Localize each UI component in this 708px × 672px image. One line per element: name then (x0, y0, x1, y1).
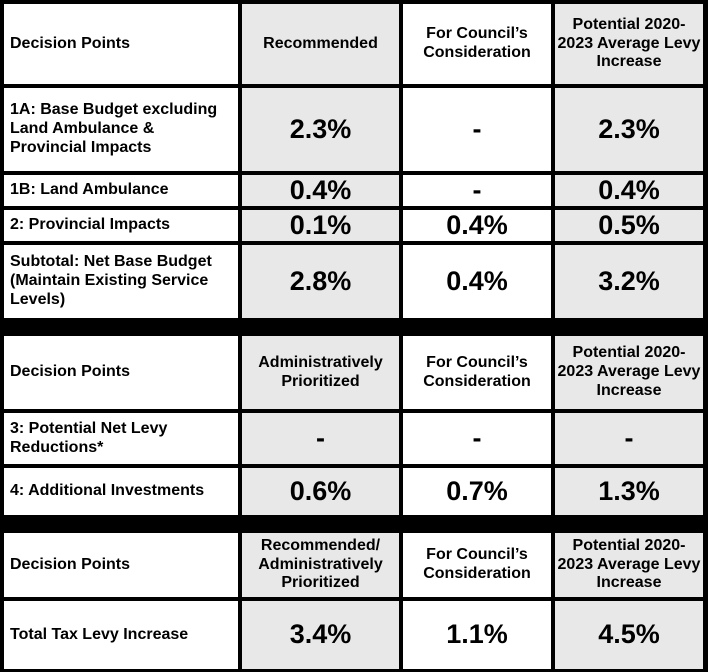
row-total-recommended: 3.4% (242, 601, 399, 669)
header-decision-points: Decision Points (4, 336, 238, 409)
row-label-3: 3: Potential Net Levy Reductions* (4, 413, 238, 464)
row-1a-recommended: 2.3% (242, 88, 399, 171)
row-subtotal-potential: 3.2% (555, 245, 703, 318)
row-label-1a: 1A: Base Budget excluding Land Ambulance… (4, 88, 238, 171)
row-total-council: 1.1% (403, 601, 551, 669)
row-1b-potential: 0.4% (555, 175, 703, 206)
header-council-consideration: For Council’s Consideration (403, 336, 551, 409)
row-total-potential: 4.5% (555, 601, 703, 669)
header-potential-levy-increase: Potential 2020-2023 Average Levy Increas… (555, 4, 703, 84)
header-recommended: Recommended (242, 4, 399, 84)
row-1b-council: - (403, 175, 551, 206)
row-label-4: 4: Additional Investments (4, 468, 238, 515)
header-decision-points: Decision Points (4, 4, 238, 84)
header-potential-levy-increase: Potential 2020-2023 Average Levy Increas… (555, 533, 703, 597)
row-2-potential: 0.5% (555, 210, 703, 241)
header-recommended-prioritized: Recommended/ Administratively Prioritize… (242, 533, 399, 597)
row-2-council: 0.4% (403, 210, 551, 241)
row-subtotal-recommended: 2.8% (242, 245, 399, 318)
row-2-recommended: 0.1% (242, 210, 399, 241)
row-1b-recommended: 0.4% (242, 175, 399, 206)
row-label-subtotal: Subtotal: Net Base Budget (Maintain Exis… (4, 245, 238, 318)
row-label-total: Total Tax Levy Increase (4, 601, 238, 669)
row-subtotal-council: 0.4% (403, 245, 551, 318)
row-4-council: 0.7% (403, 468, 551, 515)
header-council-consideration: For Council’s Consideration (403, 533, 551, 597)
row-label-2: 2: Provincial Impacts (4, 210, 238, 241)
header-council-consideration: For Council’s Consideration (403, 4, 551, 84)
row-4-potential: 1.3% (555, 468, 703, 515)
header-administratively-prioritized: Administratively Prioritized (242, 336, 399, 409)
row-3-potential: - (555, 413, 703, 464)
header-potential-levy-increase: Potential 2020-2023 Average Levy Increas… (555, 336, 703, 409)
header-decision-points: Decision Points (4, 533, 238, 597)
row-3-council: - (403, 413, 551, 464)
row-1a-potential: 2.3% (555, 88, 703, 171)
row-4-prioritized: 0.6% (242, 468, 399, 515)
row-3-prioritized: - (242, 413, 399, 464)
row-label-1b: 1B: Land Ambulance (4, 175, 238, 206)
row-1a-council: - (403, 88, 551, 171)
